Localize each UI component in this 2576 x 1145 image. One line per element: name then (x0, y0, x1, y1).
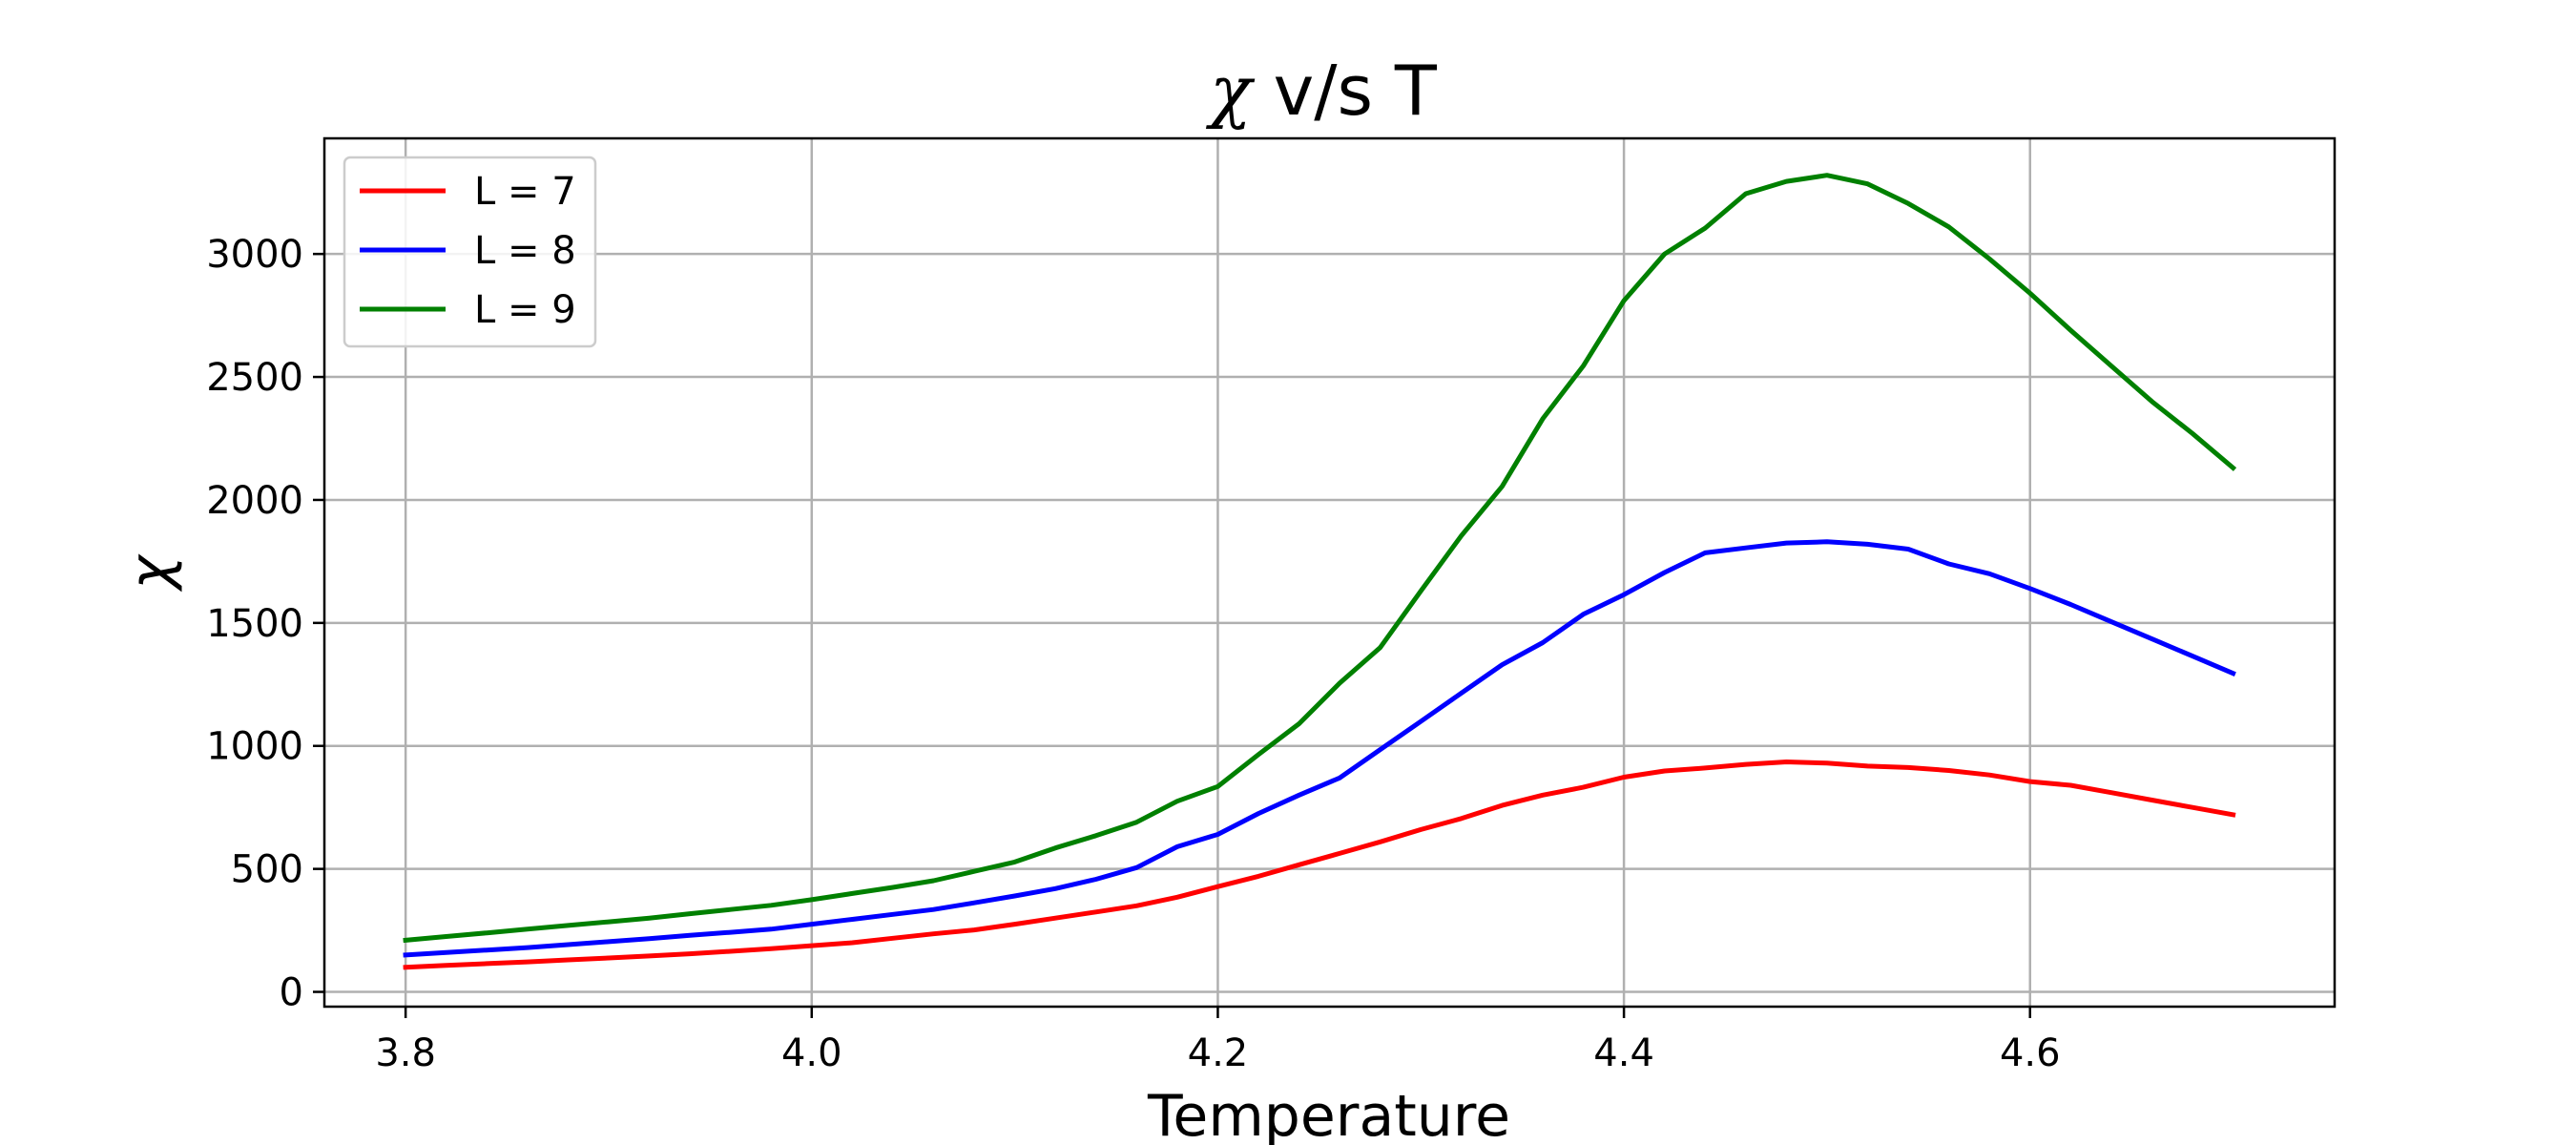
x-tick-label: 3.8 (375, 1031, 436, 1075)
plot-area (324, 138, 2335, 1007)
plot-frame (322, 136, 2337, 1009)
legend-label: L = 7 (474, 170, 576, 214)
x-axis-label: Temperature (1147, 1083, 1510, 1145)
series-line-2 (403, 539, 2236, 958)
y-tick-label: 500 (231, 848, 303, 892)
title-text: v/s T (1252, 51, 1438, 131)
x-tick-label: 4.4 (1593, 1031, 1654, 1075)
chart-title: χ v/s T (1205, 51, 1438, 131)
series-line-3 (403, 173, 2237, 944)
legend: L = 7 L = 8 L = 9 (343, 156, 597, 348)
grid-lines (324, 138, 2335, 1007)
axis-ticks: 3.8 4.0 4.2 4.4 4.6 0 500 1000 1500 2000 2500 3000 (206, 233, 2060, 1075)
y-axis-label: χ (117, 553, 184, 593)
y-tick-label: 1000 (206, 725, 303, 769)
y-tick-label: 1500 (206, 602, 303, 646)
x-tick-label: 4.2 (1188, 1031, 1249, 1075)
legend-label: L = 9 (474, 288, 576, 332)
y-tick-label: 2000 (206, 479, 303, 523)
series-line-1 (403, 760, 2236, 970)
legend-box (343, 156, 597, 348)
x-tick-label: 4.6 (2000, 1031, 2061, 1075)
legend-label: L = 8 (474, 229, 576, 273)
title-chi-symbol: χ (1205, 51, 1256, 131)
series-lines (403, 173, 2237, 970)
y-tick-label: 3000 (206, 233, 303, 277)
y-tick-label: 2500 (206, 356, 303, 400)
x-tick-label: 4.0 (781, 1031, 842, 1075)
y-tick-label: 0 (280, 971, 303, 1015)
